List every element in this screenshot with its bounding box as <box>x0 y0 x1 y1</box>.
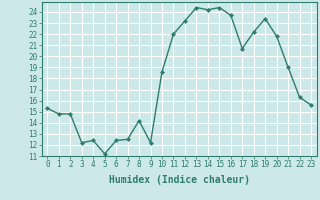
X-axis label: Humidex (Indice chaleur): Humidex (Indice chaleur) <box>109 175 250 185</box>
